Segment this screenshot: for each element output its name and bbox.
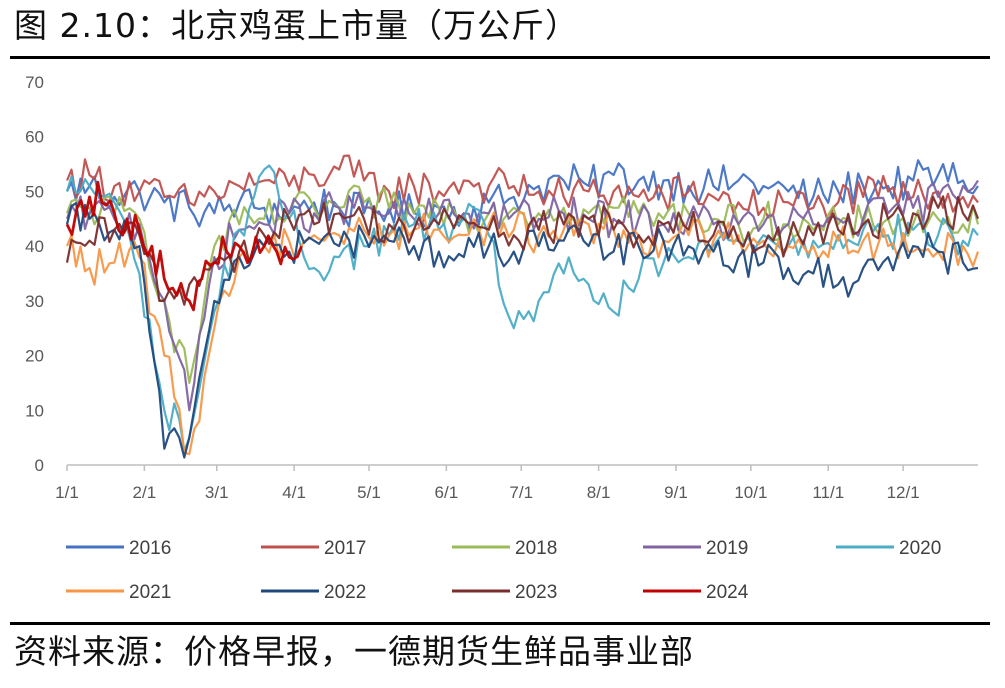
y-tick-label: 50 <box>25 182 44 201</box>
series-line-2020 <box>65 164 979 453</box>
y-tick-label: 10 <box>25 401 44 420</box>
legend-label-2024: 2024 <box>706 582 749 603</box>
plot-lines <box>65 154 980 459</box>
y-tick-label: 20 <box>25 347 44 366</box>
series-line-2023 <box>65 195 980 306</box>
x-tick-label: 1/1 <box>55 483 79 502</box>
x-axis: 1/1 2/1 3/1 4/1 5/1 6/1 7/1 8/1 9/1 10/1 11/1 12/1 <box>55 464 978 502</box>
x-tick-label: 7/1 <box>509 483 533 502</box>
x-tick-label: 4/1 <box>282 483 306 502</box>
x-tick-label: 9/1 <box>664 483 688 502</box>
legend: 2016 2017 2018 2019 2020 2021 2022 2023 2024 <box>66 538 941 603</box>
line-chart: 0 10 20 30 40 50 60 70 1/1 2/1 3/1 4/1 5/1 6/1 7/1 8/1… <box>25 73 980 603</box>
series-line-2021 <box>65 210 980 456</box>
y-axis: 0 10 20 30 40 50 60 70 <box>25 73 44 475</box>
legend-label-2020: 2020 <box>899 538 941 559</box>
legend-label-2018: 2018 <box>515 538 557 559</box>
y-tick-label: 40 <box>25 237 44 256</box>
legend-label-2023: 2023 <box>515 582 557 603</box>
series-line-2024 <box>65 180 303 312</box>
x-tick-label: 8/1 <box>587 483 611 502</box>
legend-label-2019: 2019 <box>706 538 748 559</box>
series-line-2017 <box>65 154 979 224</box>
legend-label-2021: 2021 <box>129 582 171 603</box>
legend-label-2017: 2017 <box>324 538 366 559</box>
y-tick-label: 30 <box>25 292 44 311</box>
source-note: 资料来源：价格早报，一德期货生鲜品事业部 <box>14 632 694 671</box>
y-tick-label: 0 <box>35 456 44 475</box>
page-title: 图 2.10：北京鸡蛋上市量（万公斤） <box>14 6 579 45</box>
x-tick-label: 10/1 <box>734 483 767 502</box>
y-tick-label: 70 <box>25 73 44 92</box>
footer-rule <box>10 622 990 625</box>
x-tick-label: 2/1 <box>133 483 157 502</box>
series-line-2022 <box>65 201 979 459</box>
legend-label-2022: 2022 <box>324 582 366 603</box>
title-rule <box>10 56 990 59</box>
x-tick-label: 11/1 <box>812 483 844 502</box>
x-tick-label: 5/1 <box>357 483 381 502</box>
x-tick-label: 12/1 <box>887 483 920 502</box>
y-tick-label: 60 <box>25 128 44 147</box>
legend-label-2016: 2016 <box>129 538 171 559</box>
x-tick-label: 3/1 <box>205 483 229 502</box>
x-tick-label: 6/1 <box>435 483 459 502</box>
